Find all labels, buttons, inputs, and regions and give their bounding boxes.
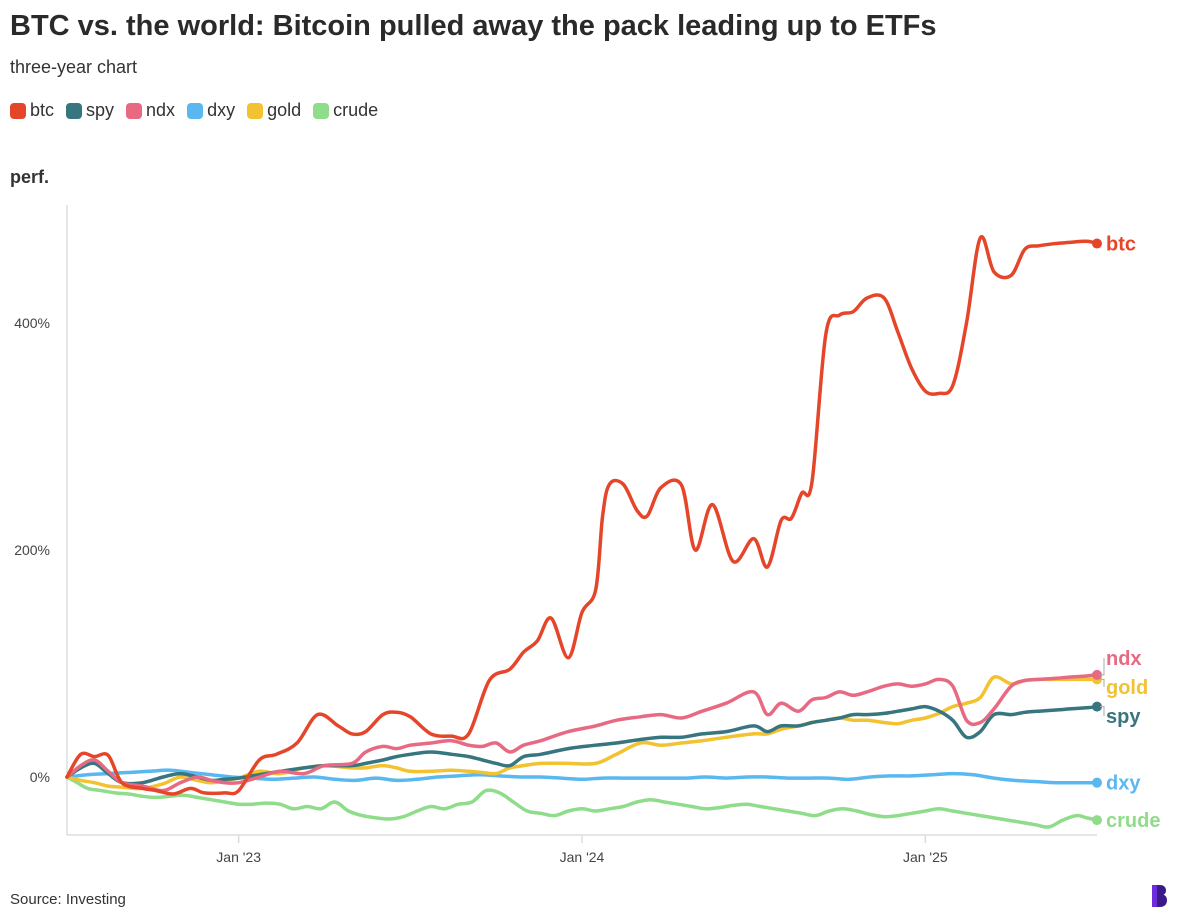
legend-swatch-crude [313, 102, 330, 119]
legend-label-ndx: ndx [146, 100, 176, 120]
end-label-connector-gold [1100, 678, 1105, 687]
end-label-spy: spy [1106, 706, 1141, 728]
source-note: Source: Investing [10, 891, 126, 908]
end-label-connector-spy [1100, 706, 1105, 716]
series-line-crude [65, 775, 1099, 829]
end-label-dxy: dxy [1106, 773, 1141, 795]
legend-item-dxy: dxy [187, 100, 235, 121]
series-line-gold [65, 675, 1099, 791]
end-label-crude: crude [1106, 810, 1160, 832]
legend-item-gold: gold [247, 100, 301, 121]
y-axis-label: perf. [10, 167, 50, 187]
series-end-point-spy [1092, 701, 1102, 712]
series-end-point-dxy [1092, 777, 1102, 788]
series-end-point-btc [1092, 238, 1102, 249]
x-tick-label: Jan '24 [560, 849, 605, 865]
legend-label-gold: gold [267, 100, 302, 120]
y-tick-label: 200% [14, 542, 50, 558]
series-line-spy [65, 704, 1099, 786]
brand-logo-icon [1150, 884, 1168, 913]
end-label-connector-ndx [1100, 657, 1105, 676]
series-line-btc [65, 234, 1099, 796]
legend-item-ndx: ndx [126, 100, 175, 121]
legend-swatch-dxy [187, 102, 204, 119]
legend-label-crude: crude [333, 100, 379, 120]
legend-label-dxy: dxy [207, 100, 236, 120]
series-end-point-ndx [1092, 669, 1102, 680]
end-label-ndx: ndx [1106, 648, 1142, 670]
legend-label-btc: btc [30, 100, 55, 120]
legend-item-spy: spy [66, 100, 114, 121]
legend-swatch-ndx [126, 102, 143, 119]
end-label-gold: gold [1106, 677, 1148, 699]
y-tick-label: 400% [14, 315, 50, 331]
series-end-point-crude [1092, 815, 1102, 826]
legend-swatch-gold [247, 102, 264, 119]
legend-item-btc: btc [10, 100, 54, 121]
chart-subtitle: three-year chart [10, 57, 138, 77]
x-tick-label: Jan '25 [903, 849, 948, 865]
x-tick-label: Jan '23 [216, 849, 261, 865]
legend: btc spy ndx dxy gold crude [10, 100, 378, 121]
chart-title: BTC vs. the world: Bitcoin pulled away t… [10, 10, 937, 42]
legend-label-spy: spy [86, 100, 115, 120]
series-line-ndx [65, 673, 1099, 793]
legend-item-crude: crude [313, 100, 378, 121]
end-label-btc: btc [1106, 234, 1136, 256]
legend-swatch-spy [66, 102, 83, 119]
legend-swatch-btc [10, 102, 26, 119]
y-tick-label: 0% [30, 769, 50, 785]
